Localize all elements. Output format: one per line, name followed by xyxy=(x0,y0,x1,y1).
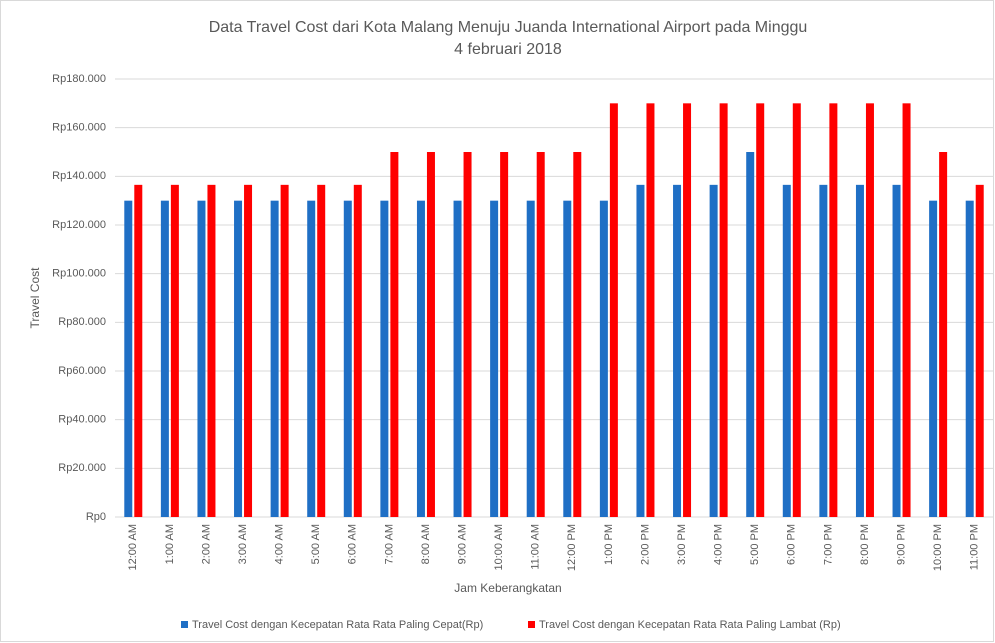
x-tick-label: 7:00 AM xyxy=(383,524,395,564)
bar xyxy=(526,200,535,517)
x-tick-label: 11:00 AM xyxy=(530,524,542,570)
bar xyxy=(380,200,389,517)
legend-label: Travel Cost dengan Kecepatan Rata Rata P… xyxy=(192,619,483,631)
bar xyxy=(416,200,425,517)
bar xyxy=(929,200,938,517)
bar xyxy=(709,184,718,517)
y-tick-label: Rp80.000 xyxy=(58,316,106,328)
x-tick-label: 4:00 PM xyxy=(713,524,725,565)
bar xyxy=(573,152,582,517)
legend-label: Travel Cost dengan Kecepatan Rata Rata P… xyxy=(539,619,841,631)
bar xyxy=(317,184,326,517)
bar xyxy=(756,103,765,517)
bar xyxy=(343,200,352,517)
bar xyxy=(390,152,399,517)
bar xyxy=(746,152,755,517)
bar xyxy=(683,103,692,517)
x-tick-label: 3:00 PM xyxy=(676,524,688,565)
bar xyxy=(197,200,206,517)
x-tick-label: 2:00 PM xyxy=(639,524,651,565)
bar xyxy=(270,200,279,517)
x-tick-label: 6:00 PM xyxy=(786,524,798,565)
y-tick-label: Rp120.000 xyxy=(52,219,106,231)
bar xyxy=(819,184,828,517)
x-tick-label: 8:00 PM xyxy=(859,524,871,565)
x-tick-label: 1:00 PM xyxy=(603,524,615,565)
y-tick-label: Rp40.000 xyxy=(58,414,106,426)
x-tick-label: 10:00 AM xyxy=(493,524,505,570)
bar xyxy=(975,184,984,517)
x-tick-label: 3:00 AM xyxy=(237,524,249,564)
x-tick-label: 6:00 AM xyxy=(347,524,359,564)
bar xyxy=(207,184,216,517)
bar xyxy=(673,184,682,517)
y-tick-label: Rp140.000 xyxy=(52,170,106,182)
bar xyxy=(490,200,499,517)
bar xyxy=(160,200,169,517)
x-tick-label: 7:00 PM xyxy=(822,524,834,565)
bar xyxy=(536,152,545,517)
bar xyxy=(782,184,791,517)
bar xyxy=(170,184,179,517)
chart-title: Data Travel Cost dari Kota Malang Menuju… xyxy=(209,19,808,36)
bar xyxy=(307,200,316,517)
x-tick-label: 9:00 AM xyxy=(456,524,468,564)
y-tick-label: Rp0 xyxy=(86,511,106,523)
x-tick-label: 10:00 PM xyxy=(932,524,944,571)
bar xyxy=(244,184,253,517)
x-tick-label: 11:00 PM xyxy=(969,524,981,570)
x-tick-label: 5:00 AM xyxy=(310,524,322,564)
y-tick-label: Rp100.000 xyxy=(52,268,106,280)
bar xyxy=(855,184,864,517)
x-axis-title: Jam Keberangkatan xyxy=(454,581,561,595)
legend-swatch xyxy=(528,621,535,628)
bar xyxy=(865,103,874,517)
x-tick-label: 1:00 AM xyxy=(164,524,176,564)
bar xyxy=(892,184,901,517)
bar xyxy=(829,103,838,517)
bar xyxy=(636,184,645,517)
y-tick-label: Rp60.000 xyxy=(58,365,106,377)
bar xyxy=(426,152,435,517)
x-tick-label: 9:00 PM xyxy=(895,524,907,565)
bar xyxy=(646,103,655,517)
legend-swatch xyxy=(181,621,188,628)
y-tick-label: Rp20.000 xyxy=(58,462,106,474)
x-tick-label: 8:00 AM xyxy=(420,524,432,564)
bar xyxy=(500,152,509,517)
x-tick-label: 12:00 PM xyxy=(566,524,578,571)
bar xyxy=(453,200,462,517)
bar xyxy=(134,184,143,517)
bar xyxy=(280,184,289,517)
chart-title: 4 februari 2018 xyxy=(454,41,562,58)
bar xyxy=(463,152,472,517)
bar xyxy=(124,200,133,517)
x-tick-label: 2:00 AM xyxy=(200,524,212,564)
x-tick-label: 12:00 AM xyxy=(127,524,139,570)
bar xyxy=(599,200,608,517)
y-tick-label: Rp180.000 xyxy=(52,73,106,85)
bar xyxy=(792,103,801,517)
bar xyxy=(965,200,974,517)
y-axis-title: Travel Cost xyxy=(28,267,42,329)
bar xyxy=(719,103,728,517)
x-tick-label: 4:00 AM xyxy=(274,524,286,564)
x-tick-label: 5:00 PM xyxy=(749,524,761,565)
bar xyxy=(609,103,618,517)
bar xyxy=(353,184,362,517)
bar xyxy=(939,152,948,517)
y-tick-label: Rp160.000 xyxy=(52,122,106,134)
bar xyxy=(234,200,243,517)
bar xyxy=(563,200,572,517)
bar xyxy=(902,103,911,517)
